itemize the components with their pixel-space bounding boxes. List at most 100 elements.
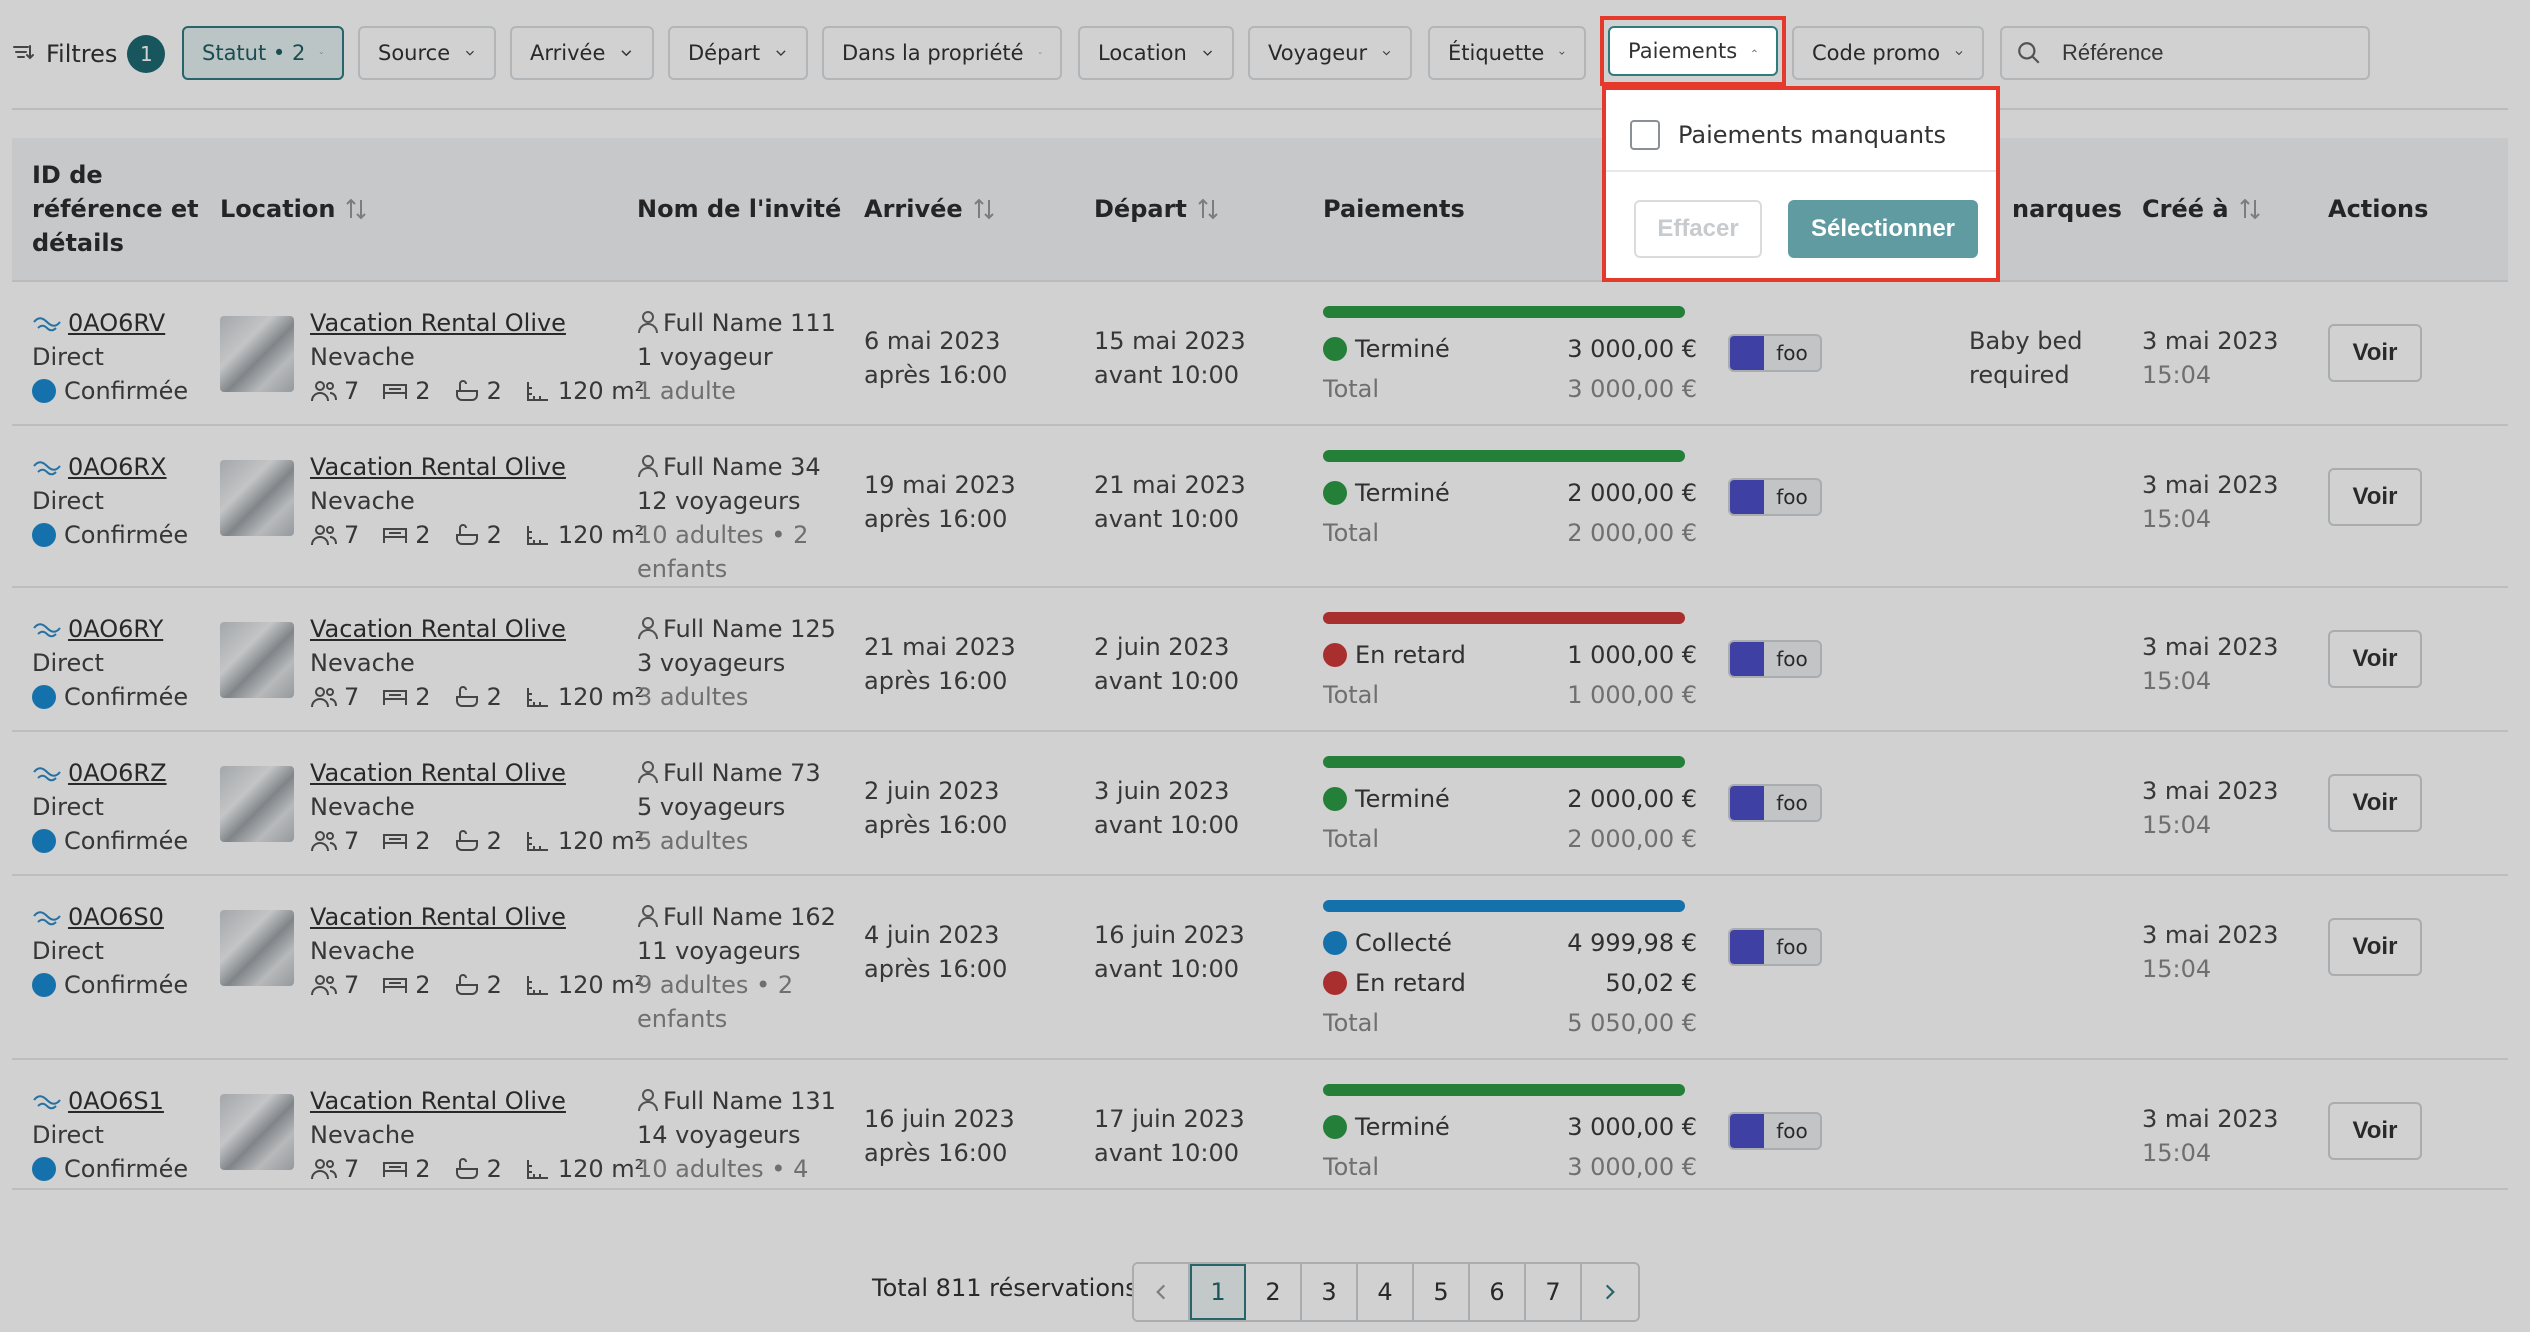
header-arrival-label: Arrivée	[864, 195, 963, 223]
created-date: 3 mai 2023	[2142, 471, 2279, 499]
filter-depart[interactable]: Départ	[668, 26, 808, 80]
option-paiements-manquants[interactable]: Paiements manquants	[1630, 120, 1946, 150]
guest-capacity: 7	[344, 971, 360, 999]
filter-source[interactable]: Source	[358, 26, 496, 80]
arrival-date: 21 mai 2023	[864, 633, 1016, 661]
payment-total-amount: 2 000,00 €	[1567, 825, 1697, 853]
pager-page-4[interactable]: 4	[1358, 1264, 1414, 1320]
user-icon	[638, 455, 658, 478]
payment-amount: 4 999,98 €	[1567, 929, 1697, 957]
guests-icon	[311, 1159, 337, 1180]
reference-link[interactable]: 0AO6RZ	[68, 759, 167, 787]
filter-arrivee[interactable]: Arrivée	[510, 26, 654, 80]
filters-toggle[interactable]: Filtres 1	[12, 34, 166, 74]
reference-link[interactable]: 0AO6RV	[68, 309, 166, 337]
payment-amount: 2 000,00 €	[1567, 479, 1697, 507]
header-ref: ID de référence et détails	[32, 158, 199, 260]
bed-icon	[383, 834, 408, 849]
filter-voyageur[interactable]: Voyageur	[1248, 26, 1412, 80]
property-thumbnail[interactable]	[220, 766, 294, 842]
status-dot	[32, 379, 56, 403]
property-link[interactable]: Vacation Rental Olive	[310, 1087, 566, 1115]
payment-total-amount: 5 050,00 €	[1567, 1009, 1697, 1037]
view-button[interactable]: Voir	[2328, 324, 2422, 382]
payment-status: Terminé	[1355, 335, 1450, 363]
pager-page-6[interactable]: 6	[1470, 1264, 1526, 1320]
pager-page-2[interactable]: 2	[1246, 1264, 1302, 1320]
payment-progress-bar	[1323, 1084, 1685, 1096]
view-button[interactable]: Voir	[2328, 630, 2422, 688]
tag-badge: foo	[1728, 478, 1822, 516]
header-created[interactable]: Créé à	[2142, 192, 2261, 226]
view-button[interactable]: Voir	[2328, 918, 2422, 976]
payment-status: En retard	[1355, 969, 1466, 997]
property-link[interactable]: Vacation Rental Olive	[310, 615, 566, 643]
filter-code-promo[interactable]: Code promo	[1792, 26, 1984, 80]
reference-link[interactable]: 0AO6S1	[68, 1087, 164, 1115]
area-icon	[526, 526, 548, 545]
header-departure[interactable]: Départ	[1094, 192, 1219, 226]
header-arrival[interactable]: Arrivée	[864, 192, 995, 226]
filter-dans-la-propriete[interactable]: Dans la propriété	[822, 26, 1062, 80]
bedroom-count: 2	[415, 971, 431, 999]
arrival-cell: 2 juin 2023 après 16:00	[864, 774, 1007, 842]
booking-source: Direct	[32, 937, 104, 965]
property-link[interactable]: Vacation Rental Olive	[310, 453, 566, 481]
search-input[interactable]	[2062, 40, 2342, 66]
view-button[interactable]: Voir	[2328, 468, 2422, 526]
tag-badge: foo	[1728, 640, 1822, 678]
property-thumbnail[interactable]	[220, 910, 294, 986]
bedroom-count: 2	[415, 827, 431, 855]
arrival-cell: 4 juin 2023 après 16:00	[864, 918, 1007, 986]
property-cell: Vacation Rental Olive Nevache 7 2 2 120 m²	[310, 612, 644, 714]
payment-status-dot	[1323, 787, 1347, 811]
header-ref-line: détails	[32, 229, 124, 257]
departure-date: 3 juin 2023	[1094, 777, 1230, 805]
guest-name: Full Name 73	[663, 759, 821, 787]
property-thumbnail[interactable]	[220, 316, 294, 392]
created-cell: 3 mai 2023 15:04	[2142, 918, 2278, 986]
pager-page-3[interactable]: 3	[1302, 1264, 1358, 1320]
property-thumbnail[interactable]	[220, 1094, 294, 1170]
filter-statut[interactable]: Statut • 2	[182, 26, 344, 80]
payment-status: Terminé	[1355, 785, 1450, 813]
filter-etiquette[interactable]: Étiquette	[1428, 26, 1586, 80]
search-field[interactable]	[2000, 26, 2370, 80]
pager-page-7[interactable]: 7	[1526, 1264, 1582, 1320]
pager-page-1[interactable]: 1	[1190, 1264, 1246, 1320]
status-dot	[32, 685, 56, 709]
bedroom-count: 2	[415, 377, 431, 405]
view-button[interactable]: Voir	[2328, 1102, 2422, 1160]
view-button[interactable]: Voir	[2328, 774, 2422, 832]
property-area: 120 m²	[557, 521, 645, 549]
property-link[interactable]: Vacation Rental Olive	[310, 759, 566, 787]
property-thumbnail[interactable]	[220, 622, 294, 698]
header-location[interactable]: Location	[220, 192, 367, 226]
filter-paiements[interactable]: Paiements	[1608, 26, 1778, 76]
property-link[interactable]: Vacation Rental Olive	[310, 309, 566, 337]
property-link[interactable]: Vacation Rental Olive	[310, 903, 566, 931]
pager-page-5[interactable]: 5	[1414, 1264, 1470, 1320]
payment-total-label: Total	[1323, 1153, 1380, 1181]
reference-link[interactable]: 0AO6RY	[68, 615, 164, 643]
reference-link[interactable]: 0AO6RX	[68, 453, 167, 481]
pager-prev-button[interactable]	[1134, 1264, 1190, 1320]
clear-button[interactable]: Effacer	[1634, 200, 1762, 258]
filter-location[interactable]: Location	[1078, 26, 1234, 80]
user-icon	[638, 617, 658, 640]
reference-link[interactable]: 0AO6S0	[68, 903, 164, 931]
header-payments: Paiements	[1323, 192, 1465, 226]
created-cell: 3 mai 2023 15:04	[2142, 1102, 2278, 1170]
filters-count-badge: 1	[127, 35, 166, 73]
property-thumbnail[interactable]	[220, 460, 294, 536]
select-button[interactable]: Sélectionner	[1788, 200, 1978, 258]
booking-status: Confirmée	[64, 827, 189, 855]
paiements-highlight: Paiements	[1600, 16, 1786, 86]
remark-line: required	[1969, 361, 2070, 389]
pager-next-button[interactable]	[1582, 1264, 1638, 1320]
status-dot	[32, 973, 56, 997]
checkbox-paiements-manquants[interactable]	[1630, 120, 1660, 150]
arrival-time: après 16:00	[864, 505, 1008, 533]
arrival-time: après 16:00	[864, 1139, 1008, 1167]
payment-line: Terminé 2 000,00 €	[1323, 782, 1697, 816]
